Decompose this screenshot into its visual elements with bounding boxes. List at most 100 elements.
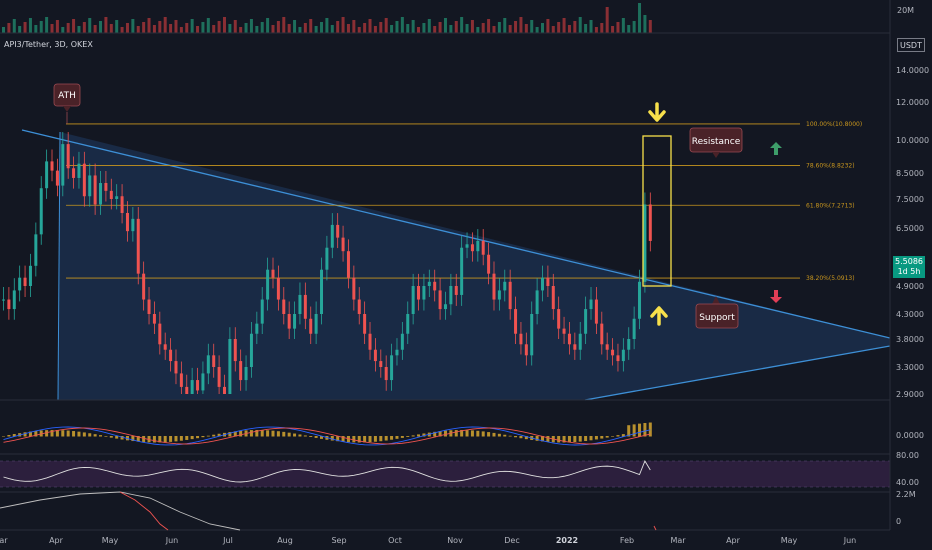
macd-histogram-bar	[460, 430, 464, 437]
fibonacci-retracement[interactable]: 100.00%(10.8000) 78.60%(8.8232) 61.80%(7.2…	[66, 121, 862, 282]
macd-histogram-bar	[611, 436, 615, 437]
volume-bar	[179, 27, 183, 33]
price-tick-label: 4.9000	[896, 282, 924, 291]
macd-histogram-bar	[379, 436, 383, 442]
macd-histogram-bar	[320, 436, 324, 439]
symbol-title[interactable]: API3/Tether, 3D, OKEX	[4, 40, 93, 49]
candle-body	[77, 163, 81, 178]
candle-body	[519, 333, 523, 345]
time-axis-label: Jun	[165, 536, 179, 545]
candle-body	[255, 323, 259, 334]
macd-histogram-bar	[508, 435, 512, 437]
candle-body	[530, 314, 534, 356]
time-axis[interactable]: Mar Apr May Jun Jul Aug Sep Oct Nov Dec 2022 Feb Mar…	[0, 536, 856, 545]
macd-histogram-bar	[433, 431, 437, 437]
candle-body	[287, 314, 291, 329]
resistance-callout[interactable]: Resistance	[689, 127, 743, 158]
macd-histogram-bar	[422, 433, 426, 437]
macd-histogram-bar	[93, 434, 97, 437]
candle-body	[481, 240, 485, 255]
macd-histogram-bar	[589, 436, 593, 441]
macd-histogram-bar	[573, 436, 577, 443]
candle-body	[88, 175, 92, 197]
macd-indicator	[2, 422, 652, 446]
volume-bar	[433, 26, 437, 33]
macd-histogram-bar	[158, 436, 162, 443]
macd-histogram-bar	[524, 436, 528, 440]
volume-bar	[249, 19, 253, 33]
bottom-indicator-white-line	[0, 491, 241, 531]
volume-bar	[109, 24, 113, 33]
candle-body	[282, 299, 286, 314]
ath-callout[interactable]: ATH	[53, 83, 81, 124]
price-tick-label: 3.8000	[896, 335, 924, 344]
support-callout[interactable]: Support	[695, 296, 739, 329]
macd-histogram-bar	[115, 436, 119, 439]
resistance-label: Resistance	[692, 137, 741, 147]
volume-bar	[400, 17, 404, 33]
volume-bar	[476, 27, 480, 33]
volume-bar	[169, 24, 173, 33]
time-axis-label: Jul	[222, 536, 233, 545]
currency-badge[interactable]: USDT	[897, 38, 925, 52]
volume-bar	[551, 26, 555, 33]
volume-bar	[282, 17, 286, 33]
macd-histogram-bar	[266, 430, 270, 437]
fib-level-label: 61.80%(7.2713)	[806, 202, 855, 209]
volume-bar	[228, 24, 232, 33]
volume-bar	[557, 22, 561, 33]
candle-body	[433, 281, 437, 291]
breakout-highlight-box[interactable]	[642, 135, 672, 287]
volume-bar	[66, 23, 70, 33]
macd-histogram-bar	[368, 436, 372, 443]
volume-bar	[131, 19, 135, 33]
candle-body	[120, 196, 124, 213]
candle-body	[169, 349, 173, 362]
macd-histogram-bar	[249, 430, 253, 437]
candle-body	[535, 290, 539, 314]
volume-bar	[244, 23, 248, 33]
volume-bar	[72, 19, 76, 33]
volume-bar	[449, 25, 453, 33]
volume-bar	[443, 18, 447, 33]
candle-body	[465, 244, 469, 248]
time-axis-label: Mar	[0, 536, 8, 545]
macd-histogram-bar	[174, 436, 178, 442]
macd-histogram-bar	[578, 436, 582, 442]
macd-histogram-bar	[470, 430, 474, 437]
candle-body	[578, 333, 582, 350]
macd-histogram-bar	[239, 430, 243, 437]
macd-histogram-bar	[309, 436, 313, 437]
macd-histogram-bar	[487, 432, 491, 437]
candle-body	[12, 290, 16, 310]
candle-body	[449, 286, 453, 305]
macd-histogram-bar	[314, 436, 318, 438]
volume-bar	[287, 24, 291, 33]
volume-bar	[567, 25, 571, 33]
macd-histogram-bar	[541, 436, 544, 442]
macd-histogram-bar	[88, 433, 92, 437]
candle-body	[330, 224, 334, 248]
macd-histogram-bar	[535, 436, 539, 441]
macd-histogram-bar	[357, 436, 361, 443]
macd-histogram-bar	[169, 436, 173, 442]
candle-body	[514, 309, 518, 334]
bottom-indicator-red-mark	[653, 525, 657, 531]
candle-body	[125, 212, 129, 232]
support-trendline[interactable]	[584, 345, 891, 401]
candle-body	[411, 286, 415, 314]
volume-bar	[7, 23, 11, 33]
volume-bar	[492, 26, 496, 33]
candle-body	[400, 333, 404, 350]
resistance-trendline[interactable]	[21, 129, 891, 339]
volume-bar	[611, 26, 615, 33]
candle-body	[627, 339, 631, 350]
macd-histogram-bar	[363, 436, 367, 443]
candle-body	[266, 269, 270, 300]
volume-bar	[293, 20, 297, 33]
volume-bar	[638, 3, 642, 33]
price-axis[interactable]: 14.0000 12.0000 10.0000 8.5000 7.5000 6.5000 5…	[896, 66, 929, 399]
volume-bar	[346, 24, 350, 33]
candle-body	[212, 355, 216, 367]
